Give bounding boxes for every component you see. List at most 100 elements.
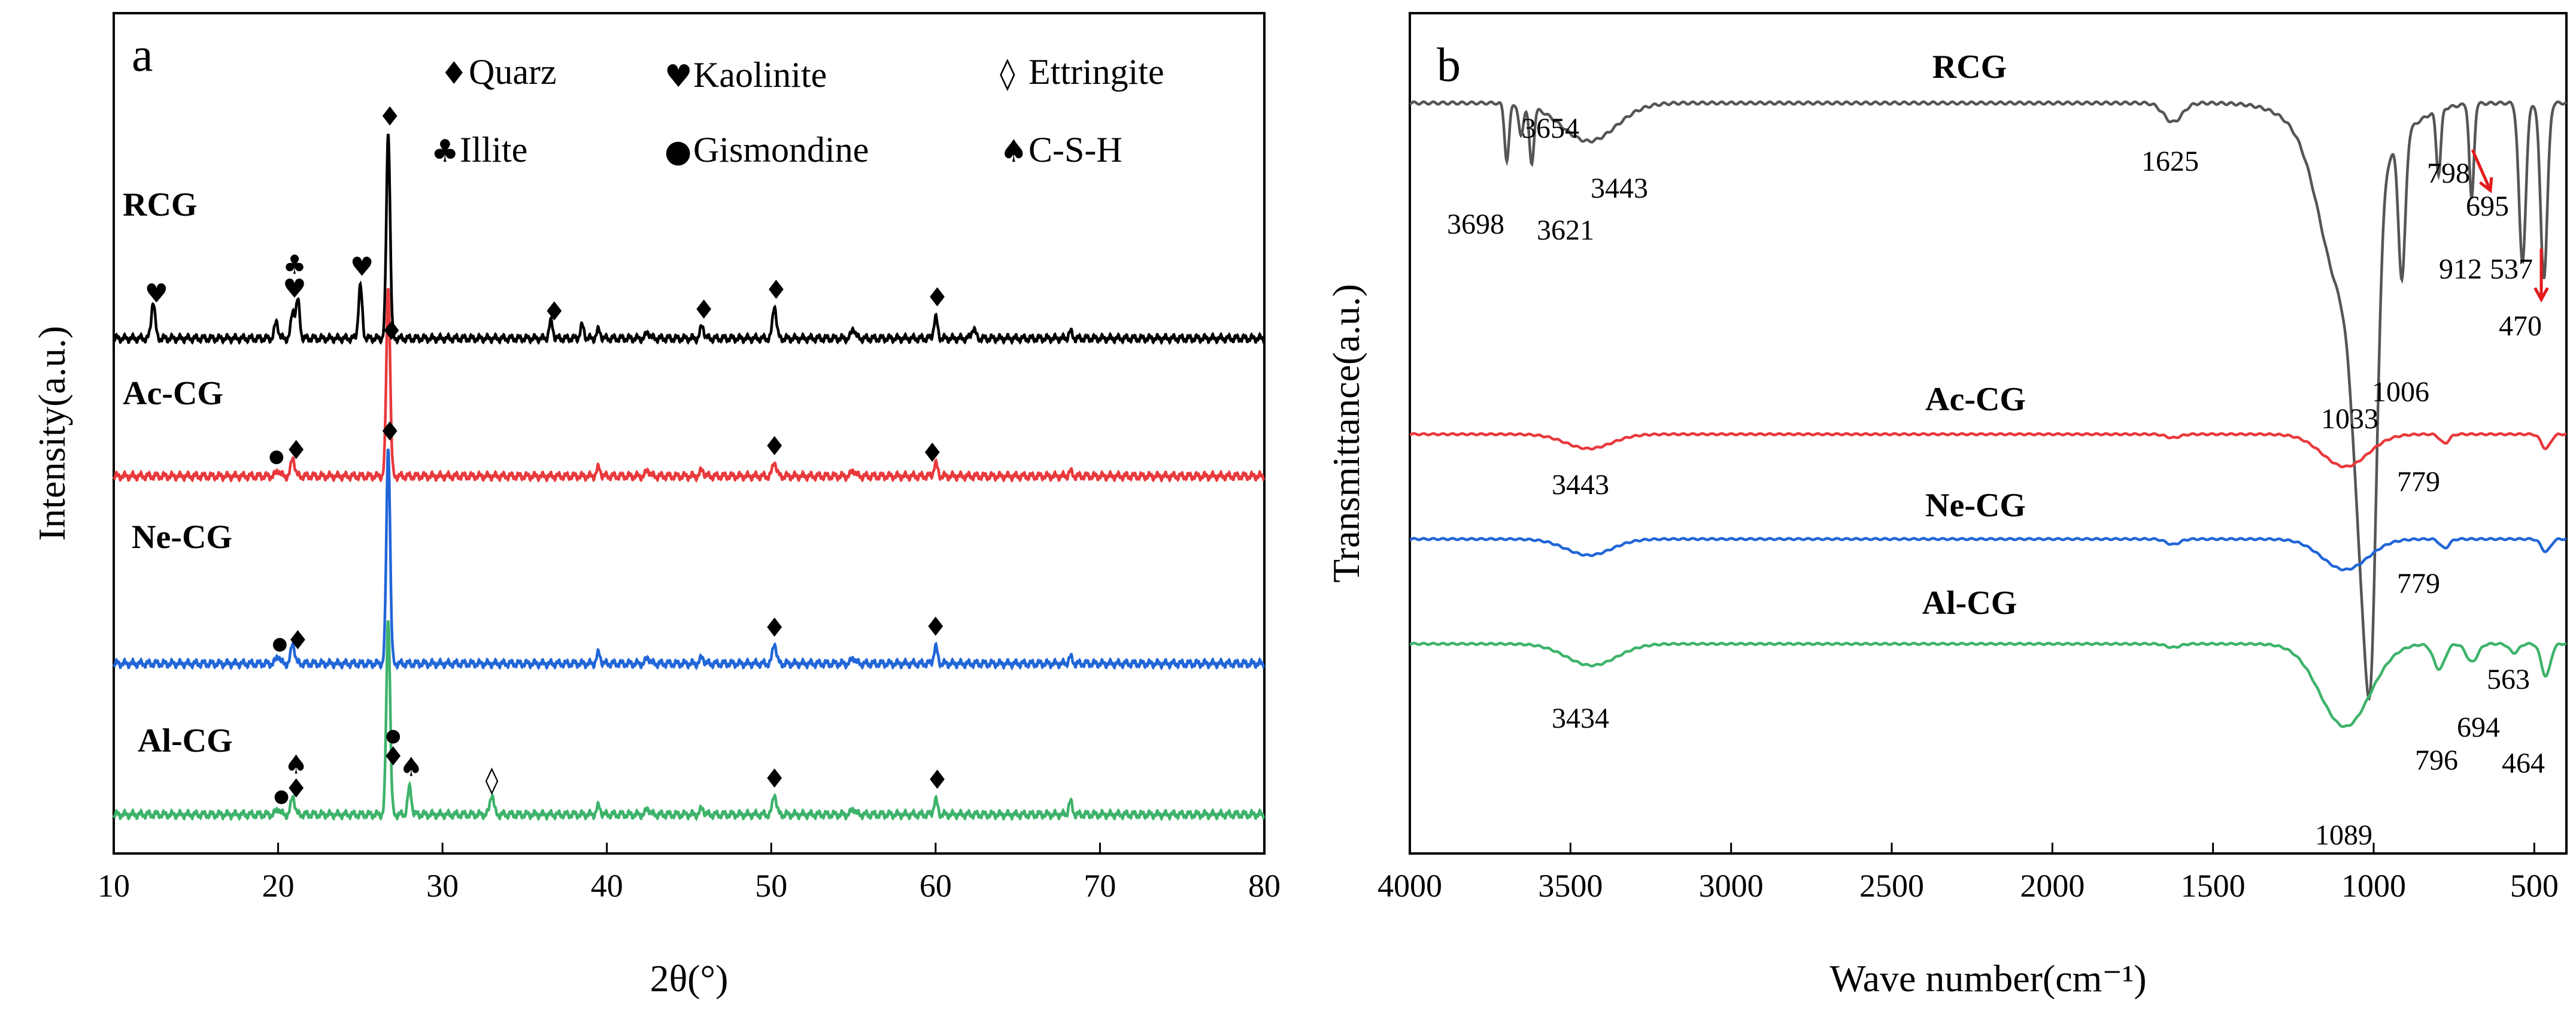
legend-illite-label: Illite — [460, 130, 527, 169]
xrd-marker-quarz-icon: ♦ — [692, 295, 715, 325]
legend-quarz-label: Quarz — [469, 52, 557, 92]
xrd-marker-quarz-icon: ♦ — [924, 612, 947, 642]
xrd-marker-gismondine-icon: ● — [272, 633, 287, 654]
ftir-y-axis-label: Transmittance(a.u.) — [1325, 284, 1367, 583]
ftir-peak-label: 3654 — [1522, 113, 1579, 144]
xrd-marker-quarz-icon: ♦ — [284, 773, 308, 804]
ftir-peak-label: 1006 — [2372, 376, 2429, 408]
ftir-peak-label: 3434 — [1552, 703, 1609, 734]
xrd-x-tick-label: 20 — [262, 868, 295, 904]
ftir-peak-label: 798 — [2427, 158, 2470, 189]
panel-a-frame — [113, 12, 1266, 855]
ftir-x-tick-label: 1000 — [2341, 868, 2406, 904]
ftir-peak-label: 1033 — [2321, 403, 2378, 435]
ftir-peak-label: 912 — [2439, 253, 2482, 285]
xrd-marker-kaolinite-icon: ♥ — [350, 252, 374, 282]
xrd-marker-ettringite-icon: ◊ — [486, 765, 499, 795]
ftir-red-arrow — [2471, 149, 2492, 192]
xrd-line-al-cg — [112, 620, 1266, 822]
ftir-line-ne-cg — [1409, 537, 2567, 571]
legend-ettringite-label: Ettringite — [1028, 52, 1164, 92]
xrd-marker-quarz-icon: ♦ — [378, 102, 402, 132]
ftir-peak-label: 1089 — [2315, 819, 2372, 851]
xrd-y-axis-label: Intensity(a.u.) — [31, 326, 73, 541]
xrd-marker-quarz-icon: ♦ — [378, 416, 402, 447]
legend-ettringite-icon: ◊ — [1000, 56, 1015, 92]
ftir-x-tick-label: 3000 — [1699, 868, 1764, 904]
xrd-x-tick-label: 30 — [426, 868, 459, 904]
xrd-series-label: Al-CG — [138, 722, 233, 759]
xrd-marker-quarz-icon: ♦ — [542, 296, 566, 327]
xrd-x-tick-label: 50 — [755, 868, 787, 904]
ftir-x-tick-label: 500 — [2510, 868, 2559, 904]
xrd-marker-kaolinite-icon: ♥ — [145, 279, 168, 309]
ftir-peak-label: 796 — [2415, 744, 2458, 776]
ftir-peak-label: 537 — [2490, 253, 2533, 285]
xrd-marker-illite-icon: ♣ — [283, 250, 306, 280]
xrd-marker-csh-icon: ♠ — [284, 749, 308, 780]
xrd-series-label: Ac-CG — [123, 375, 223, 412]
xrd-series-label: Ne-CG — [132, 519, 232, 556]
legend-kaolinite-icon: ♥ — [665, 59, 693, 95]
xrd-marker-quarz-icon: ♦ — [926, 283, 949, 313]
xrd-x-axis-label: 2θ(°) — [650, 957, 729, 1000]
legend-illite-icon: ♣ — [431, 134, 459, 169]
xrd-line-rcg — [112, 134, 1266, 346]
xrd-marker-quarz-icon: ♦ — [926, 765, 949, 795]
xrd-marker-quarz-icon: ♦ — [921, 438, 944, 468]
xrd-x-tick-label: 60 — [920, 868, 952, 904]
ftir-peak-label: 563 — [2487, 664, 2530, 695]
ftir-x-tick-label: 2500 — [1859, 868, 1924, 904]
ftir-x-axis-label: Wave number(cm⁻¹) — [1829, 957, 2146, 1000]
legend-gismondine-label: Gismondine — [693, 130, 869, 169]
legend-csh-icon: ♠ — [1000, 134, 1028, 169]
xrd-line-ac-cg — [112, 287, 1266, 483]
ftir-peak-label: 3621 — [1537, 214, 1594, 246]
ftir-line-ac-cg — [1409, 432, 2567, 468]
ftir-series-label: Ac-CG — [1925, 381, 2026, 418]
xrd-marker-quarz-icon: ♦ — [381, 741, 405, 772]
xrd-marker-quarz-icon: ♦ — [763, 431, 786, 462]
xrd-marker-quarz-icon: ♦ — [380, 316, 403, 347]
ftir-x-tick-label: 1500 — [2181, 868, 2246, 904]
ftir-peak-label: 3698 — [1447, 208, 1504, 240]
ftir-peak-label: 695 — [2466, 190, 2509, 222]
xrd-marker-csh-icon: ♠ — [399, 752, 423, 783]
ftir-line-rcg — [1409, 100, 2568, 701]
xrd-marker-kaolinite-icon: ♥ — [283, 274, 306, 304]
ftir-peak-label: 1625 — [2141, 146, 2199, 177]
panel-b-letter: b — [1437, 39, 1461, 92]
xrd-x-tick-label: 80 — [1248, 868, 1281, 904]
xrd-series-label: RCG — [123, 186, 197, 223]
xrd-marker-gismondine-icon: ● — [274, 786, 289, 807]
ftir-peak-label: 779 — [2397, 466, 2440, 498]
panel-a-letter: a — [132, 29, 153, 81]
ftir-peak-label: 3443 — [1591, 172, 1648, 204]
xrd-x-tick-label: 70 — [1084, 868, 1116, 904]
ftir-arrow-head-icon — [2479, 177, 2493, 193]
xrd-marker-gismondine-icon: ● — [386, 725, 401, 746]
legend-kaolinite-label: Kaolinite — [693, 55, 827, 95]
xrd-x-tick-label: 10 — [98, 868, 130, 904]
ftir-x-tick-label: 4000 — [1377, 868, 1442, 904]
xrd-marker-quarz-icon: ♦ — [764, 275, 788, 305]
xrd-marker-quarz-icon: ♦ — [286, 625, 310, 656]
xrd-x-tick-label: 40 — [591, 868, 623, 904]
ftir-peak-label: 3443 — [1552, 469, 1609, 501]
xrd-line-ne-cg — [112, 449, 1266, 671]
ftir-peak-label: 464 — [2502, 747, 2545, 779]
xrd-marker-quarz-icon: ♦ — [284, 435, 308, 465]
xrd-marker-quarz-icon: ♦ — [763, 613, 786, 643]
panel-b-frame — [1409, 12, 2568, 855]
legend-quarz-icon: ♦ — [440, 56, 468, 92]
ftir-series-label: RCG — [1932, 49, 2007, 86]
ftir-peak-label: 694 — [2457, 712, 2500, 743]
xrd-marker-gismondine-icon: ● — [269, 446, 284, 467]
ftir-arrow-head-icon — [2533, 287, 2549, 303]
legend-gismondine-icon: ● — [665, 134, 691, 169]
ftir-peak-label: 470 — [2499, 310, 2542, 342]
ftir-x-tick-label: 3500 — [1538, 868, 1603, 904]
ftir-line-al-cg — [1409, 641, 2567, 728]
ftir-peak-label: 779 — [2397, 568, 2440, 600]
